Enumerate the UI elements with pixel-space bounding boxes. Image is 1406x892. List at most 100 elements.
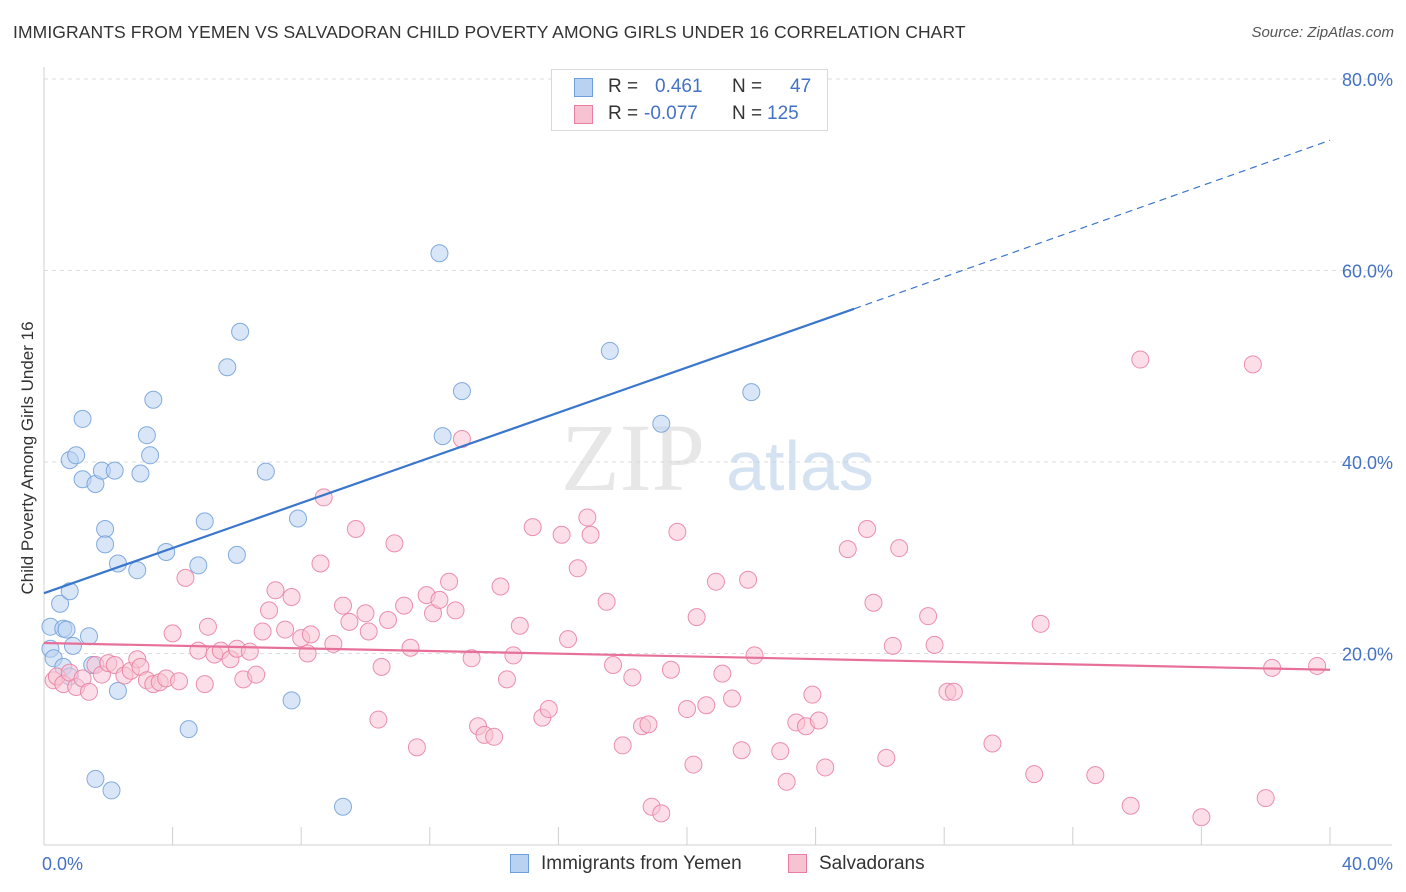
salvadorans-point — [491, 577, 510, 596]
r-value-salvadorans: -0.077 — [644, 103, 698, 124]
salvadorans-point — [809, 711, 828, 730]
salvadorans-point — [276, 620, 295, 639]
trend-lines — [43, 139, 1331, 671]
salvadorans-point — [170, 672, 189, 691]
yemen-point — [51, 594, 70, 613]
salvadorans-point — [356, 604, 375, 623]
yemen-point — [141, 446, 160, 465]
salvadorans-point — [401, 638, 420, 657]
salvadorans-point — [301, 625, 320, 644]
n-value-yemen: 47 — [790, 76, 812, 97]
yemen-point — [105, 461, 124, 480]
yemen-point — [282, 691, 301, 710]
salvadorans-point — [1256, 789, 1275, 808]
salvadorans-point — [346, 520, 365, 539]
salvadorans-point — [485, 727, 504, 746]
watermark: ZIP atlas — [561, 404, 874, 511]
source-credit: Source: ZipAtlas.com — [1251, 24, 1394, 41]
salvadorans-point — [858, 520, 877, 539]
salvadorans-point — [504, 646, 523, 665]
yemen-point — [430, 244, 449, 263]
salvadorans-trend-line — [43, 641, 1331, 671]
yemen-point — [80, 627, 99, 646]
yemen-trend-line — [43, 307, 855, 595]
salvadorans-point — [523, 518, 542, 537]
yemen-point — [333, 797, 352, 816]
yemen-point — [60, 582, 79, 601]
yemen-point — [73, 409, 92, 428]
salvadorans-point — [559, 630, 578, 649]
r-label: R = — [608, 76, 639, 97]
salvadorans-point — [260, 601, 279, 620]
yemen-point — [218, 358, 237, 377]
salvadorans-point — [379, 610, 398, 629]
n-label: N = — [732, 103, 763, 124]
salvadorans-point — [552, 525, 571, 544]
salvadorans-point — [359, 622, 378, 641]
salvadorans-point — [266, 581, 285, 600]
yemen-legend-swatch — [510, 854, 529, 873]
salvadorans-point — [803, 685, 822, 704]
salvadorans-point — [462, 649, 481, 668]
yemen-trend-extension — [853, 139, 1331, 310]
salvadorans-point — [446, 601, 465, 620]
y-axis-label: Child Poverty Among Girls Under 16 — [18, 321, 37, 594]
r-value-yemen: 0.461 — [655, 76, 703, 97]
salvadorans-point — [369, 710, 388, 729]
x-tick-label: 0.0% — [42, 854, 83, 874]
salvadorans-point — [613, 736, 632, 755]
salvadorans-point — [1243, 355, 1262, 374]
axes — [43, 67, 1392, 846]
salvadorans-point — [247, 665, 266, 684]
yemen-legend-label: Immigrants from Yemen — [541, 853, 742, 874]
salvadorans-point — [282, 588, 301, 607]
salvadorans-point — [639, 715, 658, 734]
grid-lines — [44, 78, 1392, 654]
salvadorans-point — [333, 596, 352, 615]
yemen-point — [102, 781, 121, 800]
salvadorans-point — [697, 696, 716, 715]
salvadorans-point — [80, 682, 99, 701]
yemen-point — [452, 382, 471, 401]
salvadorans-swatch — [574, 105, 593, 124]
chart-title: IMMIGRANTS FROM YEMEN VS SALVADORAN CHIL… — [13, 22, 966, 42]
salvadorans-point — [983, 734, 1002, 753]
salvadorans-point — [771, 742, 790, 761]
salvadorans-point — [864, 593, 883, 612]
y-tick-label: 60.0% — [1342, 262, 1393, 282]
salvadorans-point — [240, 642, 259, 661]
salvadorans-point — [706, 572, 725, 591]
yemen-point — [63, 636, 82, 655]
data-points — [41, 244, 1327, 827]
salvadorans-point — [578, 508, 597, 527]
salvadorans-point — [668, 522, 687, 541]
salvadorans-point — [883, 636, 902, 655]
yemen-point — [86, 769, 105, 788]
salvadorans-point — [1308, 656, 1327, 675]
salvadorans-point — [581, 525, 600, 544]
salvadorans-point — [684, 755, 703, 774]
salvadorans-point — [597, 592, 616, 611]
yemen-point — [144, 390, 163, 409]
salvadorans-point — [652, 804, 671, 823]
salvadorans-point — [925, 635, 944, 654]
yemen-point — [256, 462, 275, 481]
salvadorans-point — [440, 572, 459, 591]
salvadorans-point — [311, 554, 330, 573]
salvadorans-point — [539, 700, 558, 719]
salvadorans-point — [890, 539, 909, 558]
y-tick-label: 20.0% — [1342, 645, 1393, 665]
salvadorans-point — [395, 596, 414, 615]
salvadorans-point — [739, 570, 758, 589]
yemen-point — [108, 681, 127, 700]
yemen-point — [742, 383, 761, 402]
n-label: N = — [732, 76, 763, 97]
watermark-zip: ZIP — [561, 404, 705, 511]
yemen-point — [189, 556, 208, 575]
salvadorans-point — [732, 741, 751, 760]
yemen-point — [652, 414, 671, 433]
y-tick-label: 80.0% — [1342, 70, 1393, 90]
salvadorans-point — [877, 748, 896, 767]
yemen-point — [231, 322, 250, 341]
